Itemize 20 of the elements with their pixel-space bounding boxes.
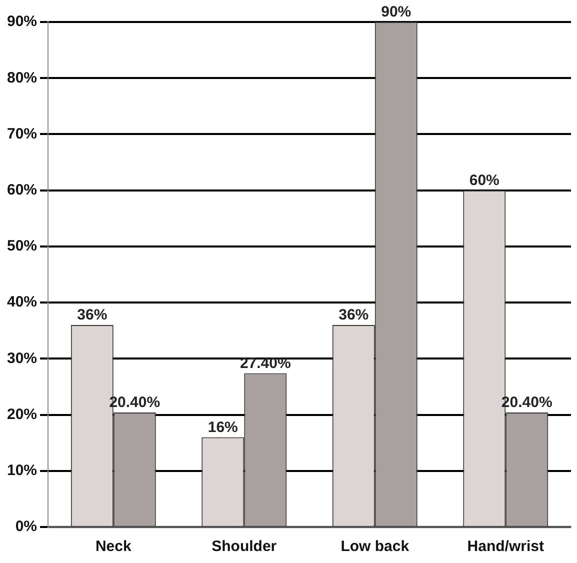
y-tick-label: 50% — [6, 238, 38, 255]
data-label: 16% — [208, 418, 238, 436]
data-label: 60% — [469, 172, 500, 189]
y-tick-label: 0% — [15, 518, 38, 536]
x-tick-label: Neck — [95, 538, 132, 556]
y-tick-label: 90% — [6, 13, 38, 30]
data-label: 36% — [338, 306, 369, 324]
data-label: 36% — [77, 306, 108, 324]
y-tick-label: 30% — [6, 350, 38, 367]
y-tick-label: 10% — [6, 462, 38, 480]
y-tick-label: 60% — [6, 181, 38, 198]
data-label: 27.40% — [240, 354, 291, 372]
x-tick-label: Shoulder — [212, 538, 277, 556]
y-tick-label: 40% — [6, 294, 38, 311]
y-tick-label: 70% — [6, 125, 38, 142]
y-tick-label: 80% — [6, 69, 38, 86]
y-tick-label: 20% — [6, 406, 38, 423]
data-label: 90% — [381, 4, 412, 21]
x-tick-label: Hand/wrist — [467, 538, 544, 556]
x-tick-label: Low back — [340, 538, 410, 556]
